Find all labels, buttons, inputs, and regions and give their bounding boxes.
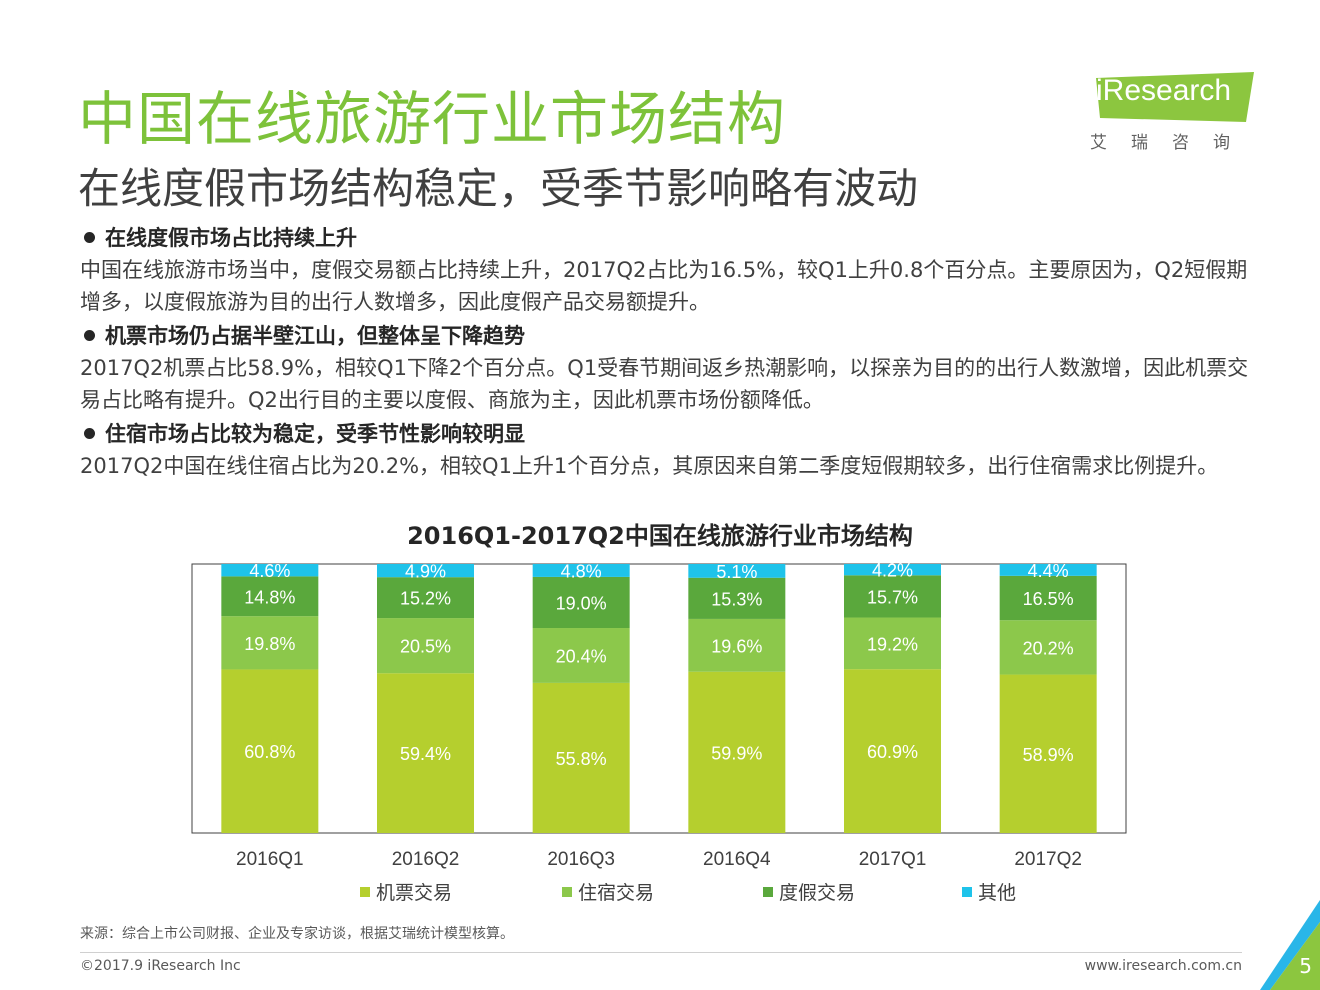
data-label: 20.4% bbox=[556, 646, 607, 666]
legend-item: 其他 bbox=[962, 878, 1016, 905]
data-label: 19.8% bbox=[244, 634, 295, 654]
logo-badge bbox=[1096, 72, 1254, 122]
data-label: 5.1% bbox=[716, 562, 757, 582]
plot-frame bbox=[191, 563, 1127, 834]
chart-title: 2016Q1-2017Q2中国在线旅游行业市场结构 bbox=[407, 522, 913, 550]
bar-segment-4 bbox=[999, 564, 1097, 576]
data-label: 4.9% bbox=[405, 562, 446, 582]
bullet-heading-3: 住宿市场占比较为稳定，受季节性影响较明显 bbox=[80, 418, 1260, 450]
data-label: 4.4% bbox=[1028, 561, 1069, 581]
x-tick-label: 2017Q1 bbox=[859, 849, 927, 870]
bar-segment-3 bbox=[688, 577, 786, 619]
x-tick-label: 2016Q3 bbox=[547, 849, 615, 870]
data-label: 16.5% bbox=[1023, 589, 1074, 609]
data-label: 20.5% bbox=[400, 637, 451, 657]
bar-segment-4 bbox=[844, 564, 941, 576]
bar-segment-4 bbox=[377, 564, 474, 578]
bar-segment-3 bbox=[221, 576, 319, 617]
bullet-heading-text: 在线度假市场占比持续上升 bbox=[105, 226, 357, 250]
source-note: 来源：综合上市公司财报、企业及专家访谈，根据艾瑞统计模型核算。 bbox=[80, 926, 514, 942]
iresearch-logo: iResearch 艾瑞咨询 bbox=[1090, 70, 1255, 155]
website-url: www.iresearch.com.cn bbox=[1084, 958, 1242, 974]
bullet-body-2: 2017Q2机票占比58.9%，相较Q1下降2个百分点。Q1受春节期间返乡热潮影… bbox=[80, 356, 1249, 412]
bar-segment-4 bbox=[221, 564, 319, 577]
bullet-list: 在线度假市场占比持续上升 中国在线旅游市场当中，度假交易额占比持续上升，2017… bbox=[80, 222, 1260, 484]
bar-segment-1 bbox=[532, 682, 630, 833]
logo-text: iResearch bbox=[1096, 74, 1232, 107]
data-label: 58.9% bbox=[1023, 745, 1074, 765]
bar-segment-2 bbox=[221, 616, 319, 670]
data-label: 4.2% bbox=[872, 561, 913, 581]
legend-label: 机票交易 bbox=[376, 882, 453, 904]
bar-segment-1 bbox=[999, 674, 1097, 833]
x-tick-label: 2017Q2 bbox=[1014, 849, 1082, 870]
bullet-heading-text: 机票市场仍占据半壁江山，但整体呈下降趋势 bbox=[105, 324, 525, 348]
data-label: 15.2% bbox=[400, 589, 451, 609]
legend-swatch bbox=[360, 886, 370, 897]
bar-segment-1 bbox=[844, 669, 941, 833]
bar-segment-3 bbox=[999, 575, 1097, 621]
bullet-body-1: 中国在线旅游市场当中，度假交易额占比持续上升，2017Q2占比为16.5%，较Q… bbox=[80, 258, 1248, 314]
bar-segment-1 bbox=[377, 673, 474, 833]
data-label: 59.4% bbox=[400, 744, 451, 764]
bar-segment-3 bbox=[377, 577, 474, 619]
chart-legend: 机票交易 住宿交易 度假交易 其他 bbox=[0, 878, 1320, 904]
corner-decoration bbox=[1260, 900, 1320, 990]
data-label: 60.8% bbox=[244, 742, 295, 762]
bar-segment-3 bbox=[532, 576, 630, 629]
x-tick-label: 2016Q1 bbox=[236, 849, 304, 870]
bar-segment-1 bbox=[688, 671, 786, 833]
bullet-dot-icon bbox=[84, 428, 95, 439]
data-label: 15.7% bbox=[867, 587, 918, 607]
data-label: 4.8% bbox=[561, 561, 602, 581]
legend-label: 度假交易 bbox=[779, 882, 856, 904]
data-label: 55.8% bbox=[556, 749, 607, 769]
bar-segment-2 bbox=[532, 628, 630, 683]
legend-item: 机票交易 bbox=[360, 878, 452, 905]
page-title: 中国在线旅游行业市场结构 bbox=[78, 85, 787, 153]
legend-swatch bbox=[962, 886, 972, 897]
data-label: 20.2% bbox=[1023, 638, 1074, 658]
bullet-heading-1: 在线度假市场占比持续上升 bbox=[80, 222, 1260, 254]
data-label: 59.9% bbox=[711, 743, 762, 763]
data-label: 4.6% bbox=[249, 561, 290, 581]
legend-label: 其他 bbox=[978, 882, 1017, 904]
bullet-dot-icon bbox=[84, 232, 95, 243]
data-label: 19.2% bbox=[867, 634, 918, 654]
data-label: 15.3% bbox=[711, 589, 762, 609]
bullet-body-3: 2017Q2中国在线住宿占比为20.2%，相较Q1上升1个百分点，其原因来自第二… bbox=[80, 454, 1219, 478]
data-label: 19.0% bbox=[556, 593, 607, 613]
footer-divider bbox=[80, 952, 1242, 953]
data-label: 19.6% bbox=[711, 636, 762, 656]
bar-segment-2 bbox=[377, 618, 474, 674]
bar-segment-4 bbox=[532, 564, 630, 577]
page-number: 5 bbox=[1299, 954, 1312, 978]
data-label: 60.9% bbox=[867, 742, 918, 762]
legend-swatch bbox=[562, 886, 572, 897]
x-tick-label: 2016Q2 bbox=[392, 849, 460, 870]
data-label: 14.8% bbox=[244, 587, 295, 607]
bullet-heading-2: 机票市场仍占据半壁江山，但整体呈下降趋势 bbox=[80, 320, 1260, 352]
bar-segment-1 bbox=[221, 669, 319, 833]
bar-segment-4 bbox=[688, 564, 786, 578]
copyright: ©2017.9 iResearch Inc bbox=[80, 958, 241, 974]
logo-chinese-name: 艾瑞咨询 bbox=[1090, 133, 1254, 153]
legend-item: 住宿交易 bbox=[562, 878, 654, 905]
legend-item: 度假交易 bbox=[763, 878, 855, 905]
bullet-heading-text: 住宿市场占比较为稳定，受季节性影响较明显 bbox=[105, 422, 525, 446]
legend-swatch bbox=[763, 886, 773, 897]
bar-segment-3 bbox=[844, 575, 941, 618]
bar-segment-2 bbox=[999, 620, 1097, 675]
x-tick-label: 2016Q4 bbox=[703, 849, 771, 870]
legend-label: 住宿交易 bbox=[578, 882, 655, 904]
bar-segment-2 bbox=[844, 617, 941, 670]
bar-segment-2 bbox=[688, 618, 786, 672]
bullet-dot-icon bbox=[84, 330, 95, 341]
page-subtitle: 在线度假市场结构稳定，受季节影响略有波动 bbox=[78, 164, 919, 213]
